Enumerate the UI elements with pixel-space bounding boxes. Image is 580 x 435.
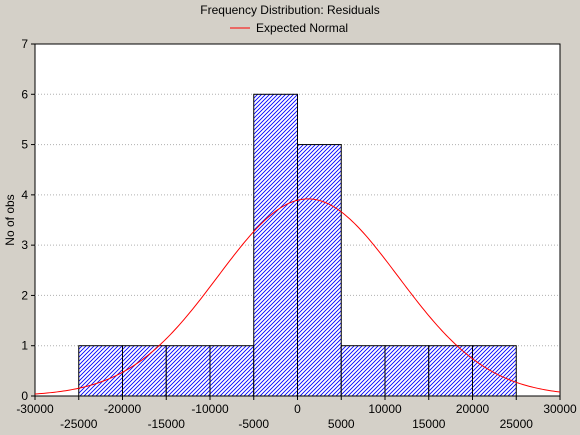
x-axis: -30000 -20000 -10000 0 10000 20000 30000 -25000… — [16, 396, 577, 431]
histogram-bar — [297, 144, 342, 397]
chart-title: Frequency Distribution: Residuals — [200, 3, 379, 17]
y-tick-label: 1 — [21, 339, 28, 353]
histogram-bar — [384, 345, 430, 397]
histogram-bar — [428, 345, 473, 397]
x-tick-label: -5000 — [238, 417, 269, 431]
y-tick-label: 4 — [21, 188, 28, 202]
legend-label-expected-normal: Expected Normal — [256, 21, 348, 35]
x-tick-label: 25000 — [500, 417, 534, 431]
x-tick-label: 10000 — [368, 402, 402, 416]
histogram-bar — [253, 93, 298, 397]
x-tick-label: 20000 — [456, 402, 490, 416]
histogram-bars — [78, 93, 517, 397]
legend: Expected Normal — [230, 21, 348, 35]
x-tick-label: -10000 — [191, 402, 229, 416]
histogram-bar — [340, 345, 386, 397]
y-tick-label: 5 — [21, 138, 28, 152]
expected-normal-curve — [34, 198, 561, 395]
y-tick-label: 3 — [21, 238, 28, 252]
y-tick-label: 7 — [21, 37, 28, 51]
y-tick-label: 2 — [21, 288, 28, 302]
histogram-bar — [472, 345, 517, 397]
histogram-bar — [78, 345, 123, 397]
x-tick-label: 30000 — [543, 402, 577, 416]
x-tick-label: 0 — [294, 402, 301, 416]
y-axis: 0 1 2 3 4 5 6 7 — [21, 37, 35, 403]
y-tick-label: 6 — [21, 87, 28, 101]
histogram-bar — [209, 345, 255, 397]
x-tick-label: 5000 — [328, 417, 355, 431]
x-tick-label: -20000 — [104, 402, 142, 416]
x-tick-label: 15000 — [412, 417, 446, 431]
y-tick-label: 0 — [21, 389, 28, 403]
x-tick-label: -30000 — [16, 402, 54, 416]
x-tick-label: -15000 — [148, 417, 186, 431]
histogram-bar — [165, 345, 211, 397]
histogram-bar — [122, 345, 167, 397]
x-tick-label: -25000 — [60, 417, 98, 431]
y-axis-label: No of obs — [3, 194, 17, 245]
